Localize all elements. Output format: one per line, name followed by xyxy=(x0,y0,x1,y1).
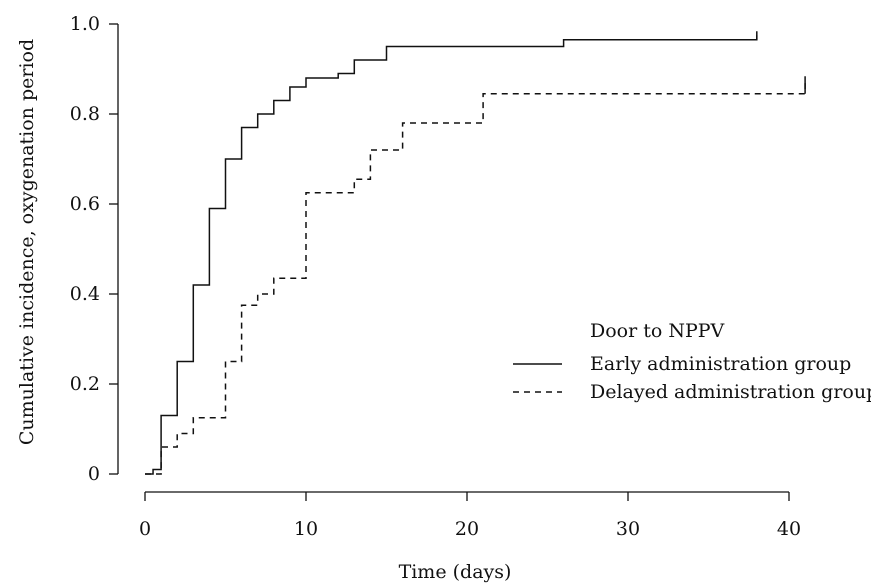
y-axis-title: Cumulative incidence, oxygenation period xyxy=(16,39,38,445)
y-tick-label: 0.8 xyxy=(70,103,100,125)
y-tick-label: 0.2 xyxy=(70,373,100,395)
series-line-delayed xyxy=(145,80,806,475)
plot-lines xyxy=(145,31,806,475)
series-line-early xyxy=(145,35,758,475)
x-tick-label: 20 xyxy=(455,518,479,540)
y-axis-ticks: 0 0.2 0.4 0.6 0.8 1.0 xyxy=(70,13,118,485)
x-axis-title: Time (days) xyxy=(399,561,512,583)
y-tick-label: 0 xyxy=(88,463,100,485)
y-tick-label: 0.4 xyxy=(70,283,100,305)
x-tick-label: 10 xyxy=(294,518,318,540)
axes: 0 10 20 30 40 0 0.2 0.4 0.6 0.8 1.0 xyxy=(70,13,801,540)
x-axis-ticks: 0 10 20 30 40 xyxy=(139,492,801,540)
y-tick-label: 1.0 xyxy=(70,13,100,35)
legend: Door to NPPV Early administration group D… xyxy=(513,320,871,403)
legend-label-delayed: Delayed administration group xyxy=(590,381,871,403)
x-tick-label: 30 xyxy=(616,518,640,540)
legend-title: Door to NPPV xyxy=(590,320,725,342)
x-tick-label: 40 xyxy=(777,518,801,540)
x-tick-label: 0 xyxy=(139,518,151,540)
y-tick-label: 0.6 xyxy=(70,193,100,215)
legend-label-early: Early administration group xyxy=(590,353,851,375)
